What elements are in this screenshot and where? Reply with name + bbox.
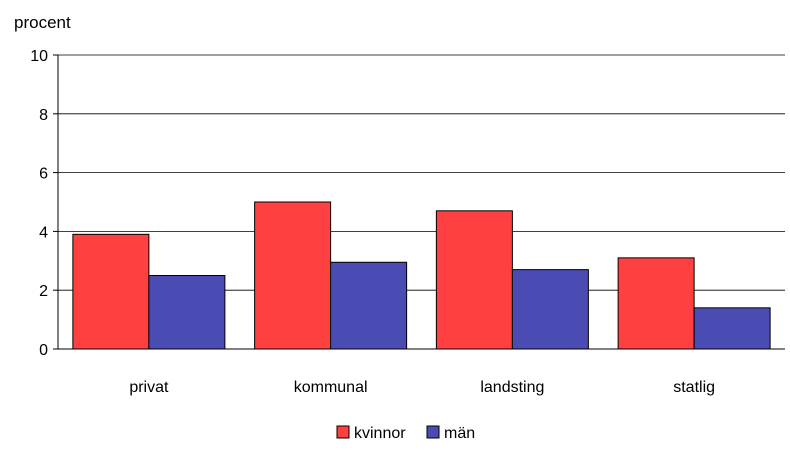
bar-kvinnor-privat bbox=[72, 233, 150, 350]
legend-swatch-män bbox=[426, 425, 440, 439]
y-tick-label: 0 bbox=[39, 342, 48, 359]
bar-män-privat bbox=[148, 275, 226, 350]
legend-label-män: män bbox=[444, 425, 475, 442]
bar-kvinnor-landsting bbox=[435, 210, 513, 350]
legend-label-kvinnor: kvinnor bbox=[354, 425, 406, 442]
y-tick-label: 4 bbox=[39, 224, 48, 241]
y-tick-labels: 0 2 4 6 8 10 bbox=[30, 48, 48, 359]
bar-kvinnor-kommunal bbox=[254, 201, 332, 350]
y-tick-label: 2 bbox=[39, 283, 48, 300]
x-category-labels: privat kommunal landsting statlig bbox=[129, 379, 715, 396]
category-label: privat bbox=[129, 379, 169, 396]
y-axis-label: procent bbox=[14, 13, 71, 32]
y-tick-label: 6 bbox=[39, 166, 48, 183]
bar-män-landsting bbox=[511, 269, 589, 350]
category-label: kommunal bbox=[294, 379, 368, 396]
category-label: landsting bbox=[480, 379, 544, 396]
y-tick-label: 8 bbox=[39, 107, 48, 124]
bar-män-kommunal bbox=[330, 261, 408, 350]
gridlines bbox=[58, 54, 785, 291]
y-tick-label: 10 bbox=[30, 48, 48, 65]
category-label: statlig bbox=[673, 379, 715, 396]
bar-kvinnor-statlig bbox=[617, 257, 695, 350]
legend: kvinnor män bbox=[336, 425, 475, 442]
bar-män-statlig bbox=[693, 307, 771, 350]
legend-swatch-kvinnor bbox=[336, 425, 350, 439]
bars bbox=[72, 201, 771, 350]
axes bbox=[53, 54, 785, 350]
